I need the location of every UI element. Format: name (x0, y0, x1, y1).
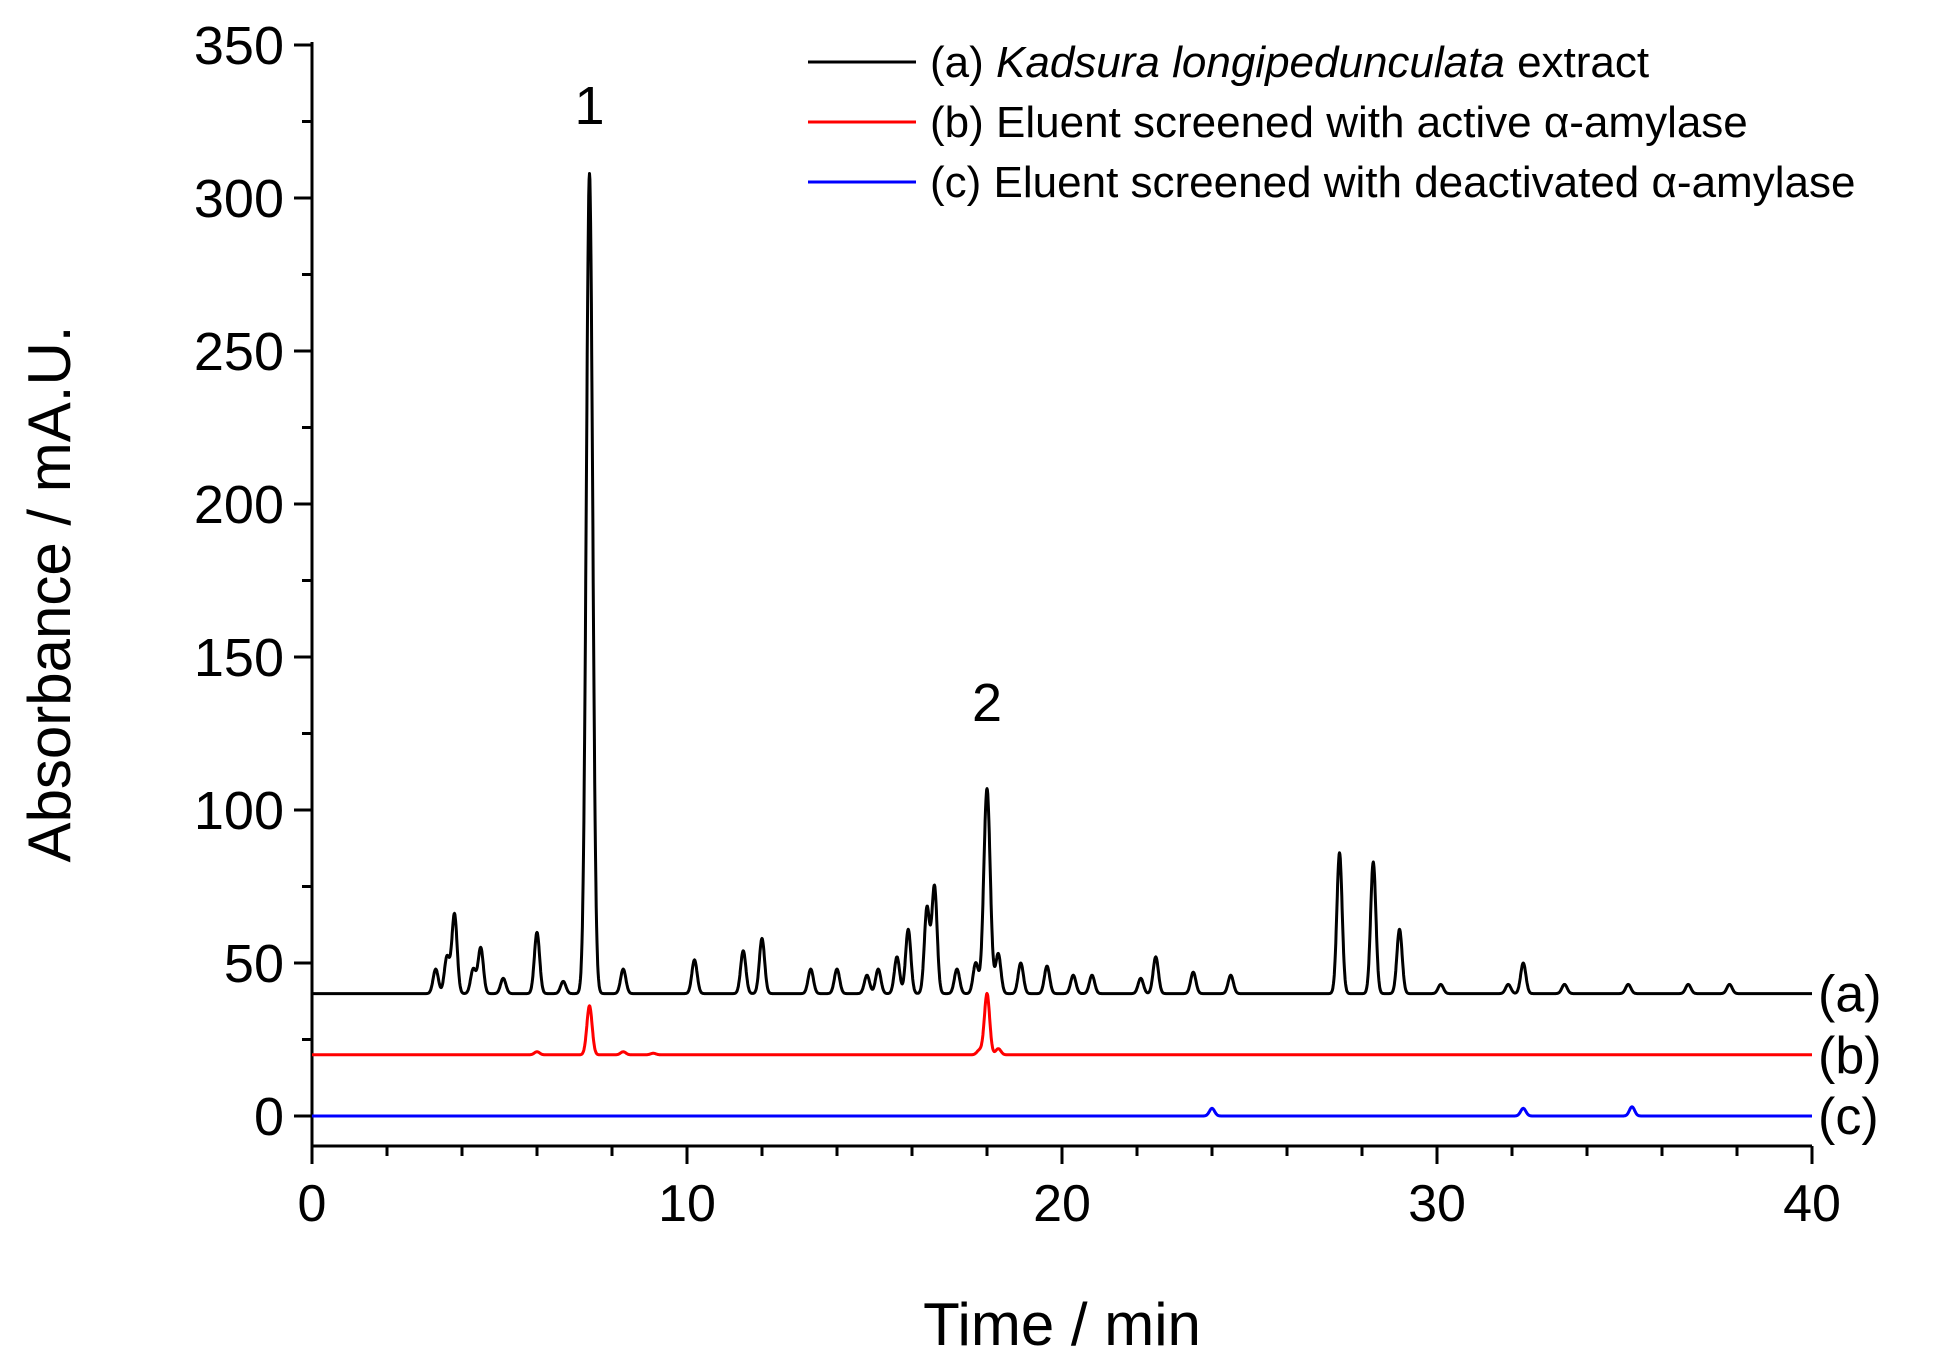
peak-label: 2 (972, 673, 1002, 733)
x-axis-title: Time / min (923, 1291, 1201, 1358)
y-tick-label: 50 (224, 934, 284, 994)
y-axis-title: Absorbance / mA.U. (16, 326, 83, 863)
x-tick-label: 10 (658, 1175, 716, 1233)
x-tick-label: 30 (1408, 1175, 1466, 1233)
labels: (a)(b)(c) 1 2 (574, 76, 1881, 1146)
legend-label: (b) Eluent screened with active α-amylas… (930, 98, 1748, 147)
y-tick-label: 150 (194, 628, 284, 688)
trace-line-a (310, 172, 1814, 996)
y-tick-label: 300 (194, 169, 284, 229)
trace-line-c (310, 1105, 1814, 1118)
y-tick-label: 200 (194, 475, 284, 535)
legend-label: (c) Eluent screened with deactivated α-a… (930, 158, 1855, 207)
trace-line-b (310, 992, 1814, 1057)
x-tick-label: 20 (1033, 1175, 1091, 1233)
y-tick-label: 0 (254, 1087, 284, 1147)
y-tick-label: 100 (194, 781, 284, 841)
legend-label: (a) Kadsura longipedunculata extract (930, 38, 1649, 87)
trace-end-label: (c) (1818, 1088, 1879, 1146)
legend: (a) Kadsura longipedunculata extract (b) … (808, 38, 1855, 207)
x-tick-label: 40 (1783, 1175, 1841, 1233)
axes: 0 10 20 30 40 0 50 100 150 200 250 300 350 Time / min… (16, 16, 1841, 1358)
y-tick-label: 250 (194, 322, 284, 382)
trace-end-label: (b) (1818, 1027, 1882, 1085)
traces (310, 172, 1814, 1118)
trace-end-label: (a) (1818, 966, 1882, 1024)
x-tick-label: 0 (298, 1175, 327, 1233)
y-tick-label: 350 (194, 16, 284, 76)
peak-label: 1 (574, 76, 604, 136)
